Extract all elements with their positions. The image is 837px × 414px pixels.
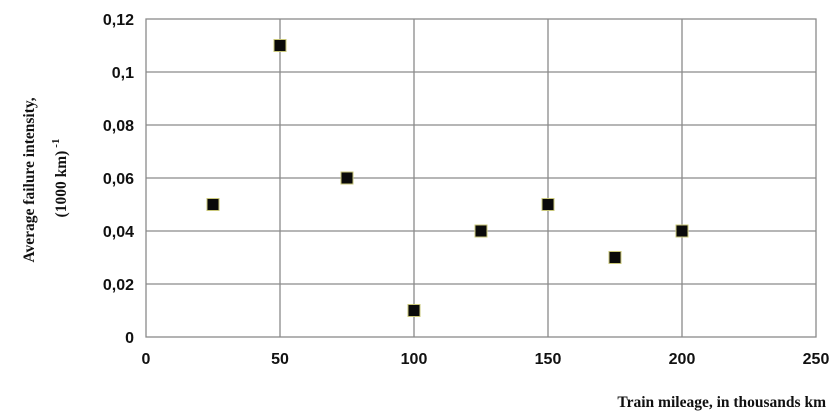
x-tick-label: 50 (271, 351, 289, 368)
x-tick-label: 200 (669, 351, 696, 368)
y-tick-label: 0,04 (103, 224, 134, 241)
y-axis-title-line2: (1000 km) -1 (50, 139, 70, 218)
y-tick-label: 0,02 (103, 277, 134, 294)
x-axis-title: Train mileage, in thousands km (617, 394, 826, 411)
data-point-marker (206, 198, 220, 211)
x-tick-label: 100 (401, 351, 428, 368)
data-point-marker (407, 304, 421, 317)
data-point-marker (273, 39, 287, 52)
data-point-marker (474, 224, 488, 238)
grid-lines (146, 19, 816, 337)
x-tick-label: 0 (142, 351, 151, 368)
x-tick-label: 150 (535, 351, 562, 368)
y-axis-tick-labels: 0 0,02 0,04 0,06 0,08 0,1 0,12 (103, 12, 134, 347)
plot-area-frame (145, 18, 817, 338)
y-axis-title-line1: Average failure intensity, (21, 97, 38, 262)
data-points (206, 39, 689, 317)
data-point-marker (541, 198, 555, 211)
x-axis-tick-labels: 0 50 100 150 200 250 (142, 351, 830, 368)
data-point-marker (608, 251, 622, 264)
y-axis-title-exponent: -1 (50, 139, 62, 148)
y-tick-label: 0 (125, 330, 134, 347)
y-axis-title-unit: (1000 km) (53, 151, 70, 218)
y-tick-label: 0,06 (103, 171, 134, 188)
data-point-marker (340, 171, 354, 185)
data-point-marker (675, 224, 689, 238)
y-tick-label: 0,1 (112, 65, 134, 82)
y-tick-label: 0,12 (103, 12, 134, 29)
y-axis-title: Average failure intensity, (1000 km) -1 (21, 93, 70, 262)
y-tick-label: 0,08 (103, 118, 134, 135)
x-tick-label: 250 (803, 351, 830, 368)
